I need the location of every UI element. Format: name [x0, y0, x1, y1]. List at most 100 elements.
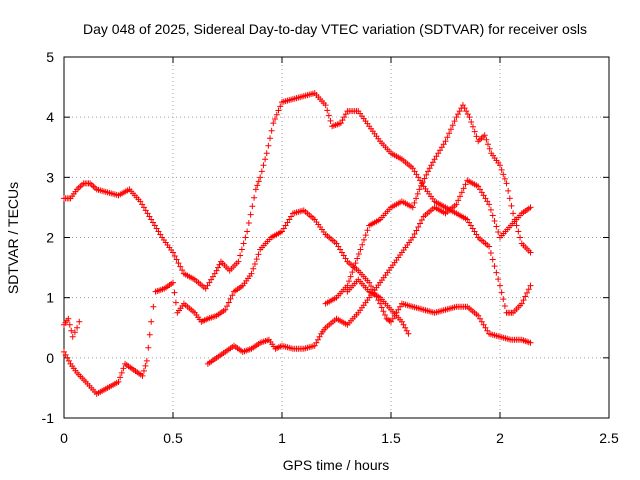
data-point — [115, 378, 122, 385]
data-point — [486, 201, 493, 208]
data-point — [482, 324, 489, 331]
data-point — [484, 198, 491, 205]
data-point — [359, 241, 366, 248]
y-tick-label: 5 — [46, 49, 54, 65]
data-point — [487, 206, 494, 213]
data-point — [426, 165, 433, 172]
data-point — [342, 255, 349, 262]
data-point — [483, 136, 490, 143]
data-point — [503, 180, 510, 187]
data-point — [495, 228, 502, 235]
data-point — [120, 365, 127, 372]
data-point — [455, 111, 462, 118]
data-point — [251, 260, 258, 267]
data-point — [505, 187, 512, 194]
data-point — [364, 227, 371, 234]
data-point — [475, 312, 482, 319]
data-point — [340, 252, 347, 259]
data-point — [409, 234, 416, 241]
data-point — [463, 108, 470, 115]
y-tick-label: 4 — [46, 109, 54, 125]
series-track-e — [344, 276, 412, 337]
x-tick-label: 0.5 — [163, 430, 183, 446]
data-point — [313, 339, 320, 346]
data-point — [245, 220, 252, 227]
data-point — [415, 223, 422, 230]
data-point — [253, 256, 260, 263]
data-point — [515, 228, 522, 235]
data-point — [366, 279, 373, 286]
data-point — [255, 251, 262, 258]
data-point — [506, 195, 513, 202]
data-point — [177, 263, 184, 270]
data-point — [173, 256, 180, 263]
data-point — [527, 204, 534, 211]
data-point — [355, 251, 362, 258]
data-point — [429, 159, 436, 166]
data-point — [352, 260, 359, 267]
data-point — [65, 357, 72, 364]
data-point — [324, 107, 331, 114]
data-point — [76, 318, 83, 325]
data-point — [527, 282, 534, 289]
data-point — [346, 278, 353, 285]
data-point — [354, 255, 361, 262]
data-point — [280, 225, 287, 232]
data-point — [145, 344, 152, 351]
y-tick-label: 3 — [46, 169, 54, 185]
y-tick-label: 2 — [46, 230, 54, 246]
data-point — [486, 145, 493, 152]
series-track-d — [322, 102, 534, 307]
data-point — [240, 240, 247, 247]
data-point — [467, 222, 474, 229]
data-point — [273, 111, 280, 118]
data-point — [213, 267, 220, 274]
data-point — [341, 114, 348, 121]
data-point — [525, 286, 532, 293]
data-point — [142, 362, 149, 369]
data-point — [140, 204, 147, 211]
data-point — [117, 374, 124, 381]
data-point — [462, 181, 469, 188]
data-point — [71, 329, 78, 336]
data-point — [485, 141, 492, 148]
data-point — [435, 150, 442, 157]
data-point — [206, 279, 213, 286]
data-point — [282, 222, 289, 229]
data-point — [480, 321, 487, 328]
data-point — [139, 372, 146, 379]
data-point — [518, 300, 525, 307]
axis-ticks — [63, 56, 610, 419]
data-point — [170, 249, 176, 256]
data-point — [325, 112, 332, 119]
data-point — [150, 219, 157, 226]
data-point — [459, 102, 466, 109]
data-point — [482, 195, 489, 202]
data-point — [327, 117, 334, 124]
data-point — [473, 231, 480, 238]
data-point — [497, 162, 503, 169]
data-point — [337, 246, 344, 253]
data-point — [277, 103, 284, 110]
data-point — [468, 118, 475, 125]
data-point — [464, 111, 471, 118]
data-point — [378, 304, 385, 311]
data-point — [400, 321, 407, 328]
series-track-f — [61, 315, 83, 340]
data-point — [413, 195, 420, 202]
x-tick-label: 1 — [278, 430, 286, 446]
data-point — [493, 269, 500, 276]
data-point — [238, 246, 245, 253]
data-point — [255, 178, 262, 185]
data-point — [508, 202, 515, 209]
data-point — [495, 276, 502, 283]
data-point — [150, 303, 157, 310]
data-point — [461, 105, 468, 112]
data-point — [279, 228, 285, 235]
data-point — [62, 351, 69, 358]
data-point — [258, 168, 265, 175]
data-point — [491, 217, 498, 224]
data-point — [493, 223, 500, 230]
data-point — [265, 142, 272, 149]
data-point — [433, 153, 440, 160]
